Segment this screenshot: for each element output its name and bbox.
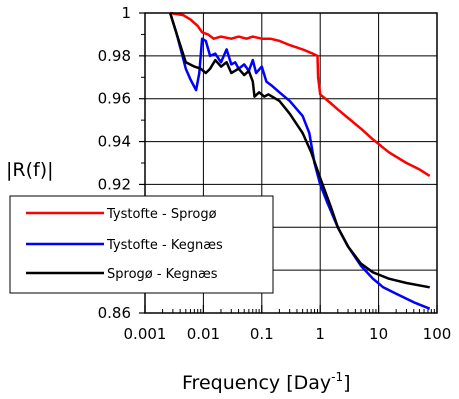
y-tick-label: 0.96 bbox=[98, 90, 131, 108]
x-tick-label: 0.01 bbox=[187, 325, 220, 343]
legend-label-sprogo-kegnaes: Sprogø - Kegnæs bbox=[107, 267, 218, 282]
x-tick-label: 100 bbox=[423, 325, 452, 343]
y-tick-label: 0.92 bbox=[98, 175, 131, 193]
series-line-1 bbox=[169, 11, 431, 177]
x-tick-label: 0.1 bbox=[250, 325, 274, 343]
y-axis-title: |R(f)| bbox=[6, 159, 54, 181]
x-tick-label: 10 bbox=[369, 325, 388, 343]
x-tick-label: 1 bbox=[315, 325, 325, 343]
y-tick-label: 0.94 bbox=[98, 133, 131, 151]
y-tick-label: 0.86 bbox=[98, 304, 131, 322]
legend: Tystofte - Sprogø Tystofte - Kegnæs Spro… bbox=[9, 195, 274, 294]
y-tick-label: 1 bbox=[121, 4, 131, 22]
legend-label-tystofte-sprogo: Tystofte - Sprogø bbox=[106, 207, 217, 222]
x-tick-label: 0.001 bbox=[124, 325, 167, 343]
legend-label-tystofte-kegnaes: Tystofte - Kegnæs bbox=[106, 238, 223, 253]
x-axis-title: Frequency [Day-1] bbox=[182, 370, 351, 394]
series-lines bbox=[169, 11, 431, 310]
y-tick-label: 0.98 bbox=[98, 47, 131, 65]
series-line-3 bbox=[169, 12, 430, 289]
tick-labels: 0.001 0.01 0.1 1 10 100 0.86 0.92 0.94 0.96 0.98 1 bbox=[98, 4, 452, 343]
axis-ticks bbox=[139, 12, 438, 314]
